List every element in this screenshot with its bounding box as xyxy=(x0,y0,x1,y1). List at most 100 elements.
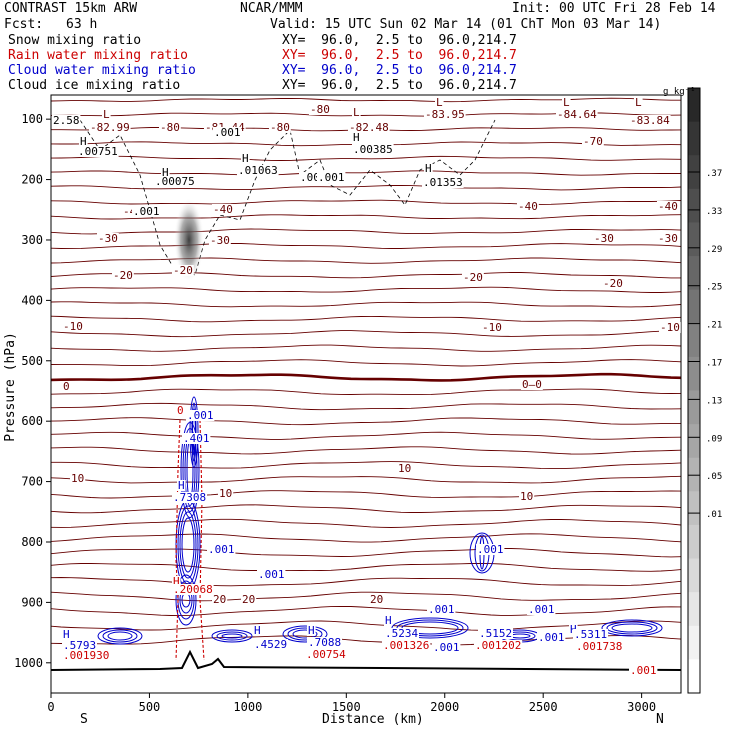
colorbar-frame xyxy=(687,87,701,694)
cloud-water-contour xyxy=(102,629,138,643)
temperature-contour xyxy=(51,417,681,426)
contour-annotation: .001 xyxy=(630,664,657,677)
legend-xy: XY= 96.0, 2.5 to 96.0,214.7 xyxy=(282,33,517,48)
colorbar-swatch xyxy=(688,558,700,593)
contour-annotation: -10 xyxy=(660,321,680,334)
contour-annotation: 10 xyxy=(520,490,533,503)
contour-annotation: -70 xyxy=(583,135,603,148)
annotation-background xyxy=(207,544,236,555)
annotation-background xyxy=(186,410,215,421)
contour-annotation: -80 xyxy=(160,121,180,134)
annotation-background xyxy=(172,492,207,503)
contour-annotation: L xyxy=(635,96,642,109)
x-tick-label: 2500 xyxy=(529,700,558,714)
legend-label: Snow mixing ratio xyxy=(8,33,142,48)
x-tick-label: 2000 xyxy=(430,700,459,714)
colorbar-swatch xyxy=(688,222,700,257)
annotation-background xyxy=(562,97,571,108)
annotation-background xyxy=(62,640,97,651)
annotation-background xyxy=(112,270,134,281)
contour-annotation: H xyxy=(162,166,169,179)
annotation-background xyxy=(348,122,390,133)
annotation-background xyxy=(176,405,185,416)
annotation-background xyxy=(352,132,361,143)
contour-annotation: .001 xyxy=(258,568,285,581)
temperature-contour xyxy=(51,344,681,352)
contour-annotation: -83.84 xyxy=(630,114,670,127)
annotation-background xyxy=(593,233,615,244)
annotation-background xyxy=(172,265,194,276)
colorbar-tick-label: .29 xyxy=(706,245,722,255)
temperature-contour xyxy=(51,490,681,499)
annotation-background xyxy=(172,584,214,595)
y-tick-label: 400 xyxy=(21,293,43,307)
contour-annotation: .00751 xyxy=(78,145,118,158)
temperature-contour xyxy=(51,286,681,293)
annotation-background xyxy=(77,146,119,157)
contour-annotation: .7308 xyxy=(173,491,206,504)
contour-annotation: -20 xyxy=(463,271,483,284)
snow-contour xyxy=(79,119,496,276)
annotation-background xyxy=(299,172,328,183)
contour-annotation: .01063 xyxy=(238,164,278,177)
contour-annotation: -10 xyxy=(482,321,502,334)
temperature-contour xyxy=(51,170,681,176)
colorbar-tick-label: .21 xyxy=(706,321,722,331)
contour-annotation: .001 xyxy=(428,603,455,616)
temperature-contour xyxy=(51,446,681,455)
annotation-background xyxy=(241,594,257,605)
colorbar-tick-label: .05 xyxy=(706,472,722,482)
contour-annotation: -40 xyxy=(213,203,233,216)
temperature-contour xyxy=(51,272,681,279)
annotation-background xyxy=(79,136,88,147)
contour-annotation: 20 xyxy=(370,593,383,606)
annotation-background xyxy=(62,650,111,661)
contour-annotation: 10 xyxy=(398,462,411,475)
annotation-background xyxy=(556,109,598,120)
annotation-background xyxy=(384,628,419,639)
annotation-background xyxy=(521,379,543,390)
contour-annotation: -30 xyxy=(658,232,678,245)
annotation-background xyxy=(634,97,643,108)
annotation-background xyxy=(422,177,464,188)
colorbar-swatch xyxy=(688,289,700,324)
legend-xy: XY= 96.0, 2.5 to 96.0,214.7 xyxy=(282,78,517,93)
contour-annotation: .001 xyxy=(133,205,160,218)
annotation-background xyxy=(432,642,461,653)
contour-annotation: -84.64 xyxy=(557,108,597,121)
contour-annotation: .001 xyxy=(433,641,460,654)
annotation-background xyxy=(218,488,234,499)
init-time: Init: 00 UTC Fri 28 Feb 14 xyxy=(512,1,716,16)
colorbar: .37 .33 .29 .25 .21 .17 .13 .09 .05 .01 xyxy=(687,87,722,694)
contour-annotation: .5152 xyxy=(479,627,512,640)
contour-annotation: .00385 xyxy=(353,143,393,156)
annotation-background xyxy=(629,665,658,676)
colorbar-tick-label: .01 xyxy=(706,510,722,520)
annotation-background xyxy=(352,144,394,155)
colorbar-tick-label: .37 xyxy=(706,169,722,179)
colorbar-swatch xyxy=(688,323,700,358)
temperature-contour xyxy=(51,461,681,470)
annotation-background xyxy=(257,569,286,580)
annotation-background xyxy=(237,165,279,176)
contour-annotation: .00075 xyxy=(155,175,195,188)
contour-annotation: .001326 xyxy=(383,639,429,652)
contour-annotation: -20 xyxy=(173,264,193,277)
annotation-background xyxy=(427,604,456,615)
annotation-background xyxy=(474,640,523,651)
colorbar-swatch xyxy=(688,88,700,123)
contour-annotation: -30 xyxy=(210,234,230,247)
cloud-water-contour xyxy=(179,511,197,579)
contour-annotation: .5234 xyxy=(385,627,418,640)
annotation-background xyxy=(159,122,181,133)
annotation-background xyxy=(424,163,433,174)
cloud-water-contour xyxy=(606,621,658,635)
contour-annotation: 10 xyxy=(219,487,232,500)
temperature-contour xyxy=(51,577,681,587)
colorbar-swatch xyxy=(688,524,700,560)
annotation-background xyxy=(397,463,413,474)
annotation-background xyxy=(657,201,679,212)
annotation-background xyxy=(89,122,131,133)
x-tick-label: 3000 xyxy=(627,700,656,714)
